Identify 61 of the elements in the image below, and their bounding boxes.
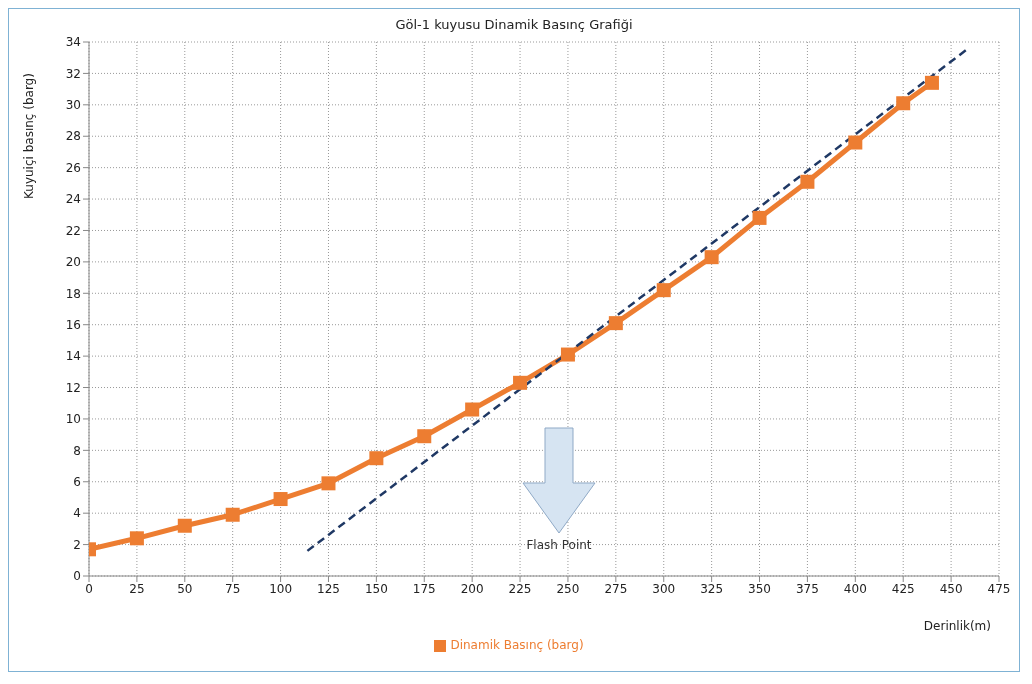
- y-tick-label: 34: [65, 35, 81, 50]
- x-tick-label: 200: [460, 581, 484, 596]
- point: [417, 429, 432, 444]
- x-tick-label: 250: [556, 581, 580, 596]
- point: [560, 347, 575, 362]
- point: [800, 174, 815, 189]
- point: [273, 492, 288, 507]
- point: [321, 476, 336, 491]
- x-axis-title: Derinlik(m): [923, 619, 991, 633]
- x-tick-label: 150: [364, 581, 388, 596]
- y-tick-label: 20: [65, 255, 81, 270]
- x-tick-label: 400: [843, 581, 867, 596]
- point: [924, 75, 939, 90]
- y-tick-label: 16: [65, 317, 81, 332]
- point: [513, 375, 528, 390]
- point: [656, 283, 671, 298]
- y-tick-label: 14: [65, 349, 81, 364]
- x-tick-label: 175: [412, 581, 436, 596]
- y-tick-label: 2: [73, 537, 81, 552]
- point: [752, 210, 767, 225]
- x-tick-label: 75: [225, 581, 241, 596]
- y-tick-label: 22: [65, 223, 81, 238]
- annotation: Flash Point: [525, 538, 593, 552]
- point: [129, 531, 144, 546]
- y-tick-label: 6: [73, 475, 81, 490]
- x-tick-label: 425: [891, 581, 915, 596]
- x-tick-label: 475: [987, 581, 1011, 596]
- y-tick-label: 10: [65, 412, 81, 427]
- x-tick-label: 375: [795, 581, 819, 596]
- point: [465, 402, 480, 417]
- y-axis-title: Kuyuiçi basınç (barg): [22, 73, 37, 199]
- point: [369, 451, 384, 466]
- x-tick-label: 125: [317, 581, 340, 596]
- point: [225, 507, 240, 522]
- y-tick-label: 26: [65, 160, 81, 175]
- y-tick-label: 32: [65, 66, 81, 81]
- point: [896, 96, 911, 111]
- point: [848, 135, 863, 150]
- x-tick-label: 0: [85, 581, 93, 596]
- point: [608, 316, 623, 331]
- y-tick-label: 24: [65, 192, 81, 207]
- x-tick-label: 25: [129, 581, 145, 596]
- point: [177, 518, 192, 533]
- y-tick-label: 28: [65, 129, 81, 144]
- x-tick-label: 100: [269, 581, 293, 596]
- x-tick-label: 275: [604, 581, 628, 596]
- y-tick-label: 30: [65, 98, 81, 113]
- chart-title: Göl-1 kuyusu Dinamik Basınç Grafiği: [394, 17, 634, 32]
- x-tick-label: 450: [939, 581, 963, 596]
- x-tick-label: 50: [177, 581, 193, 596]
- x-tick-label: 325: [700, 581, 724, 596]
- y-tick-label: 8: [73, 443, 81, 458]
- y-tick-label: 18: [65, 286, 81, 301]
- point: [704, 250, 719, 265]
- y-tick-label: 0: [73, 569, 81, 584]
- legend-label: Dinamik Basınç (barg): [450, 638, 584, 652]
- x-tick-label: 350: [748, 581, 771, 596]
- y-tick-label: 4: [73, 506, 81, 521]
- y-tick-label: 12: [65, 380, 81, 395]
- x-tick-label: 300: [652, 581, 676, 596]
- x-tick-label: 225: [508, 581, 532, 596]
